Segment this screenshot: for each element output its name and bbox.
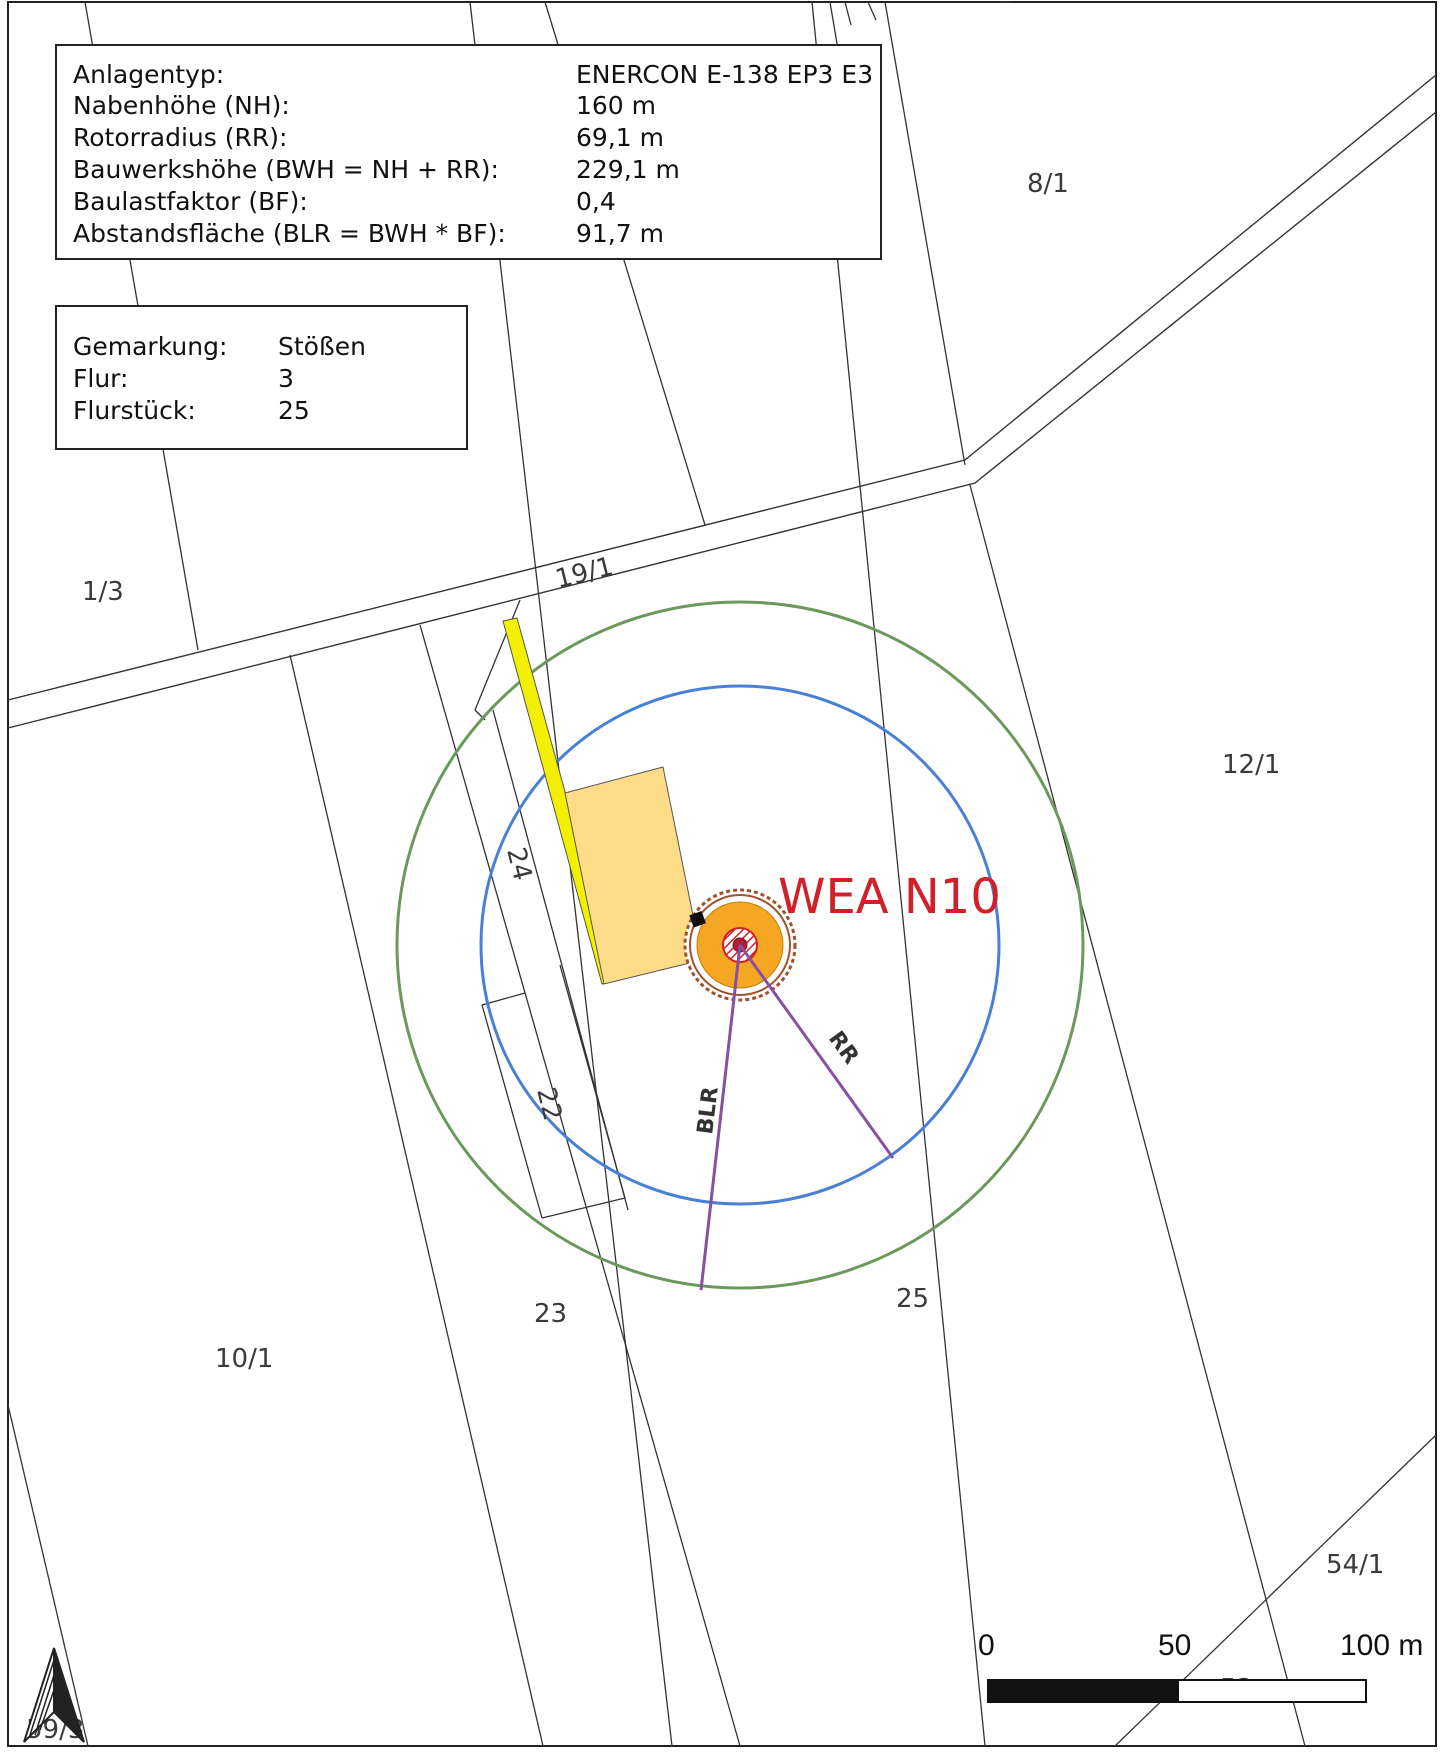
north-arrow-icon xyxy=(23,1647,85,1743)
rr-label: RR xyxy=(823,1027,863,1069)
cadastre-value-parcel: 25 xyxy=(278,396,310,425)
cadastre-value-district: Stößen xyxy=(278,332,366,361)
parcel-23: 23 xyxy=(534,1299,567,1329)
info-label-hub-height: Nabenhöhe (NH): xyxy=(73,91,290,120)
info-value-structure-height: 229,1 m xyxy=(576,155,680,184)
parcel-22: 22 xyxy=(530,1084,567,1123)
info-value-hub-height: 160 m xyxy=(576,91,657,120)
rotor-circle xyxy=(479,684,1001,1206)
info-label-rotor-radius: Rotorradius (RR): xyxy=(73,123,288,152)
cadastre-value-corridor: 3 xyxy=(278,364,294,393)
info-label-type: Anlagentyp: xyxy=(73,60,225,89)
info-value-factor: 0,4 xyxy=(576,187,616,216)
cadastre-info-box: Gemarkung: Stößen Flur: 3 Flurstück: 25 xyxy=(55,305,468,450)
scale-label-50: 50 xyxy=(1158,1629,1191,1662)
map-frame xyxy=(7,1,1437,1747)
cadastre-label-district: Gemarkung: xyxy=(73,332,228,361)
info-value-rotor-radius: 69,1 m xyxy=(576,123,664,152)
scale-label-0: 0 xyxy=(978,1629,995,1662)
info-value-setback: 91,7 m xyxy=(576,219,664,248)
parcel-1-3: 1/3 xyxy=(82,577,124,607)
parcel-25: 25 xyxy=(896,1284,929,1314)
info-label-setback: Abstandsfläche (BLR = BWH * BF): xyxy=(73,219,506,248)
turbine-info-box: Anlagentyp: ENERCON E-138 EP3 E3 Nabenhö… xyxy=(55,44,882,260)
road-19-1 xyxy=(7,74,1437,729)
parcel-8-1: 8/1 xyxy=(1027,169,1069,199)
parcel-boundaries xyxy=(7,1,1437,1747)
info-label-factor: Baulastfaktor (BF): xyxy=(73,187,308,216)
parcel-12-1: 12/1 xyxy=(1222,750,1280,780)
rotor-radius-line xyxy=(738,944,895,1159)
parcel-24: 24 xyxy=(500,844,537,883)
setback-radius-line xyxy=(699,944,742,1291)
crane-pad xyxy=(564,766,703,985)
scale-bar: 0 50 100 m xyxy=(978,1629,1423,1703)
cadastre-label-corridor: Flur: xyxy=(73,364,129,393)
tower-ring-inner xyxy=(689,894,791,996)
info-label-structure-height: Bauwerkshöhe (BWH = NH + RR): xyxy=(73,155,499,184)
scale-segment-white xyxy=(1177,1679,1367,1703)
parcel-10-1: 10/1 xyxy=(215,1344,273,1374)
parcel-19-1: 19/1 xyxy=(552,552,616,595)
blr-label: BLR xyxy=(693,1085,724,1135)
turbine-label: WEA N10 xyxy=(778,869,1001,925)
scale-segment-black xyxy=(987,1679,1179,1703)
transformer xyxy=(689,910,706,928)
cadastre-label-parcel: Flurstück: xyxy=(73,396,196,425)
scale-label-100: 100 m xyxy=(1340,1629,1423,1662)
info-value-type: ENERCON E-138 EP3 E3 xyxy=(576,60,874,89)
setback-circle xyxy=(395,600,1085,1290)
parcel-54-1: 54/1 xyxy=(1326,1550,1384,1580)
